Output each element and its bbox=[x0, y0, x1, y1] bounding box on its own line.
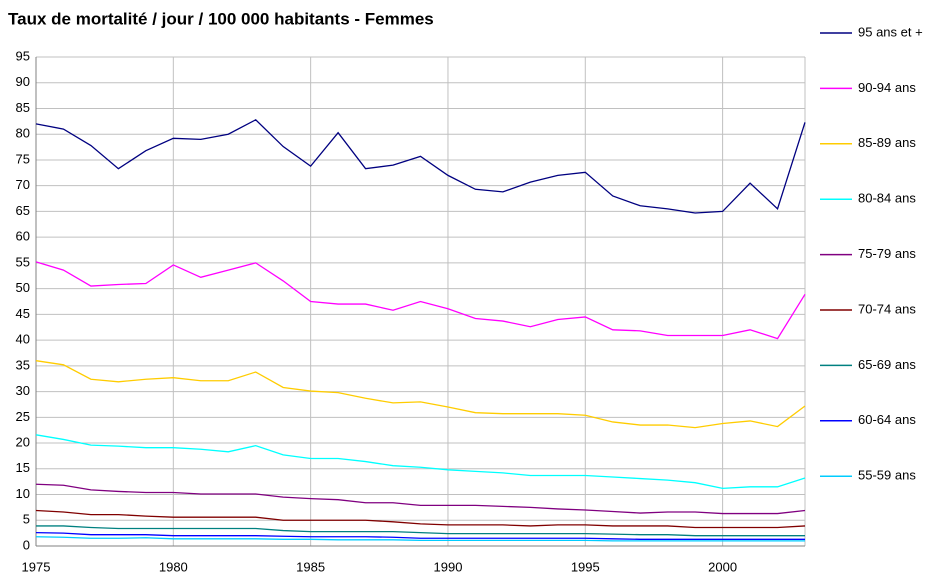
y-tick-label: 0 bbox=[23, 537, 30, 552]
series-line bbox=[35, 261, 806, 340]
y-tick-label: 15 bbox=[16, 460, 30, 475]
series-line bbox=[36, 525, 805, 537]
y-tick-label: 35 bbox=[16, 357, 30, 372]
y-tick-label: 75 bbox=[16, 151, 30, 166]
x-tick-label: 1975 bbox=[22, 559, 51, 574]
y-tick-label: 25 bbox=[16, 409, 30, 424]
y-tick-label: 40 bbox=[16, 332, 30, 347]
legend-label: 85-89 ans bbox=[858, 135, 916, 150]
y-tick-label: 70 bbox=[16, 177, 30, 192]
y-tick-label: 55 bbox=[16, 254, 30, 269]
y-tick-label: 10 bbox=[16, 486, 30, 501]
series-line bbox=[35, 119, 806, 214]
series-line bbox=[35, 434, 806, 490]
y-tick-label: 65 bbox=[16, 203, 30, 218]
y-tick-label: 85 bbox=[16, 100, 30, 115]
y-tick-label: 20 bbox=[16, 434, 30, 449]
y-tick-label: 50 bbox=[16, 280, 30, 295]
series-line bbox=[35, 536, 805, 542]
y-tick-label: 95 bbox=[16, 48, 30, 63]
legend-label: 65-69 ans bbox=[858, 357, 916, 372]
chart-title: Taux de mortalité / jour / 100 000 habit… bbox=[8, 9, 434, 28]
y-tick-label: 80 bbox=[16, 126, 30, 141]
legend-label: 60-64 ans bbox=[858, 412, 916, 427]
legend-label: 70-74 ans bbox=[858, 301, 916, 316]
y-tick-label: 90 bbox=[16, 74, 30, 89]
y-tick-label: 30 bbox=[16, 383, 30, 398]
legend-label: 95 ans et + bbox=[858, 24, 923, 39]
x-tick-label: 2000 bbox=[708, 559, 737, 574]
series-line bbox=[35, 360, 806, 429]
legend-label: 80-84 ans bbox=[858, 191, 916, 206]
series-line bbox=[35, 509, 806, 529]
x-tick-label: 1995 bbox=[571, 559, 600, 574]
series-line bbox=[35, 483, 806, 515]
y-tick-label: 60 bbox=[16, 229, 30, 244]
x-tick-label: 1980 bbox=[159, 559, 188, 574]
series-line bbox=[35, 531, 805, 540]
x-tick-label: 1990 bbox=[434, 559, 463, 574]
legend-label: 90-94 ans bbox=[858, 80, 916, 95]
y-tick-label: 5 bbox=[23, 512, 30, 527]
x-tick-label: 1985 bbox=[296, 559, 325, 574]
legend-label: 55-59 ans bbox=[858, 468, 916, 483]
legend-label: 75-79 ans bbox=[858, 246, 916, 261]
y-tick-label: 45 bbox=[16, 306, 30, 321]
